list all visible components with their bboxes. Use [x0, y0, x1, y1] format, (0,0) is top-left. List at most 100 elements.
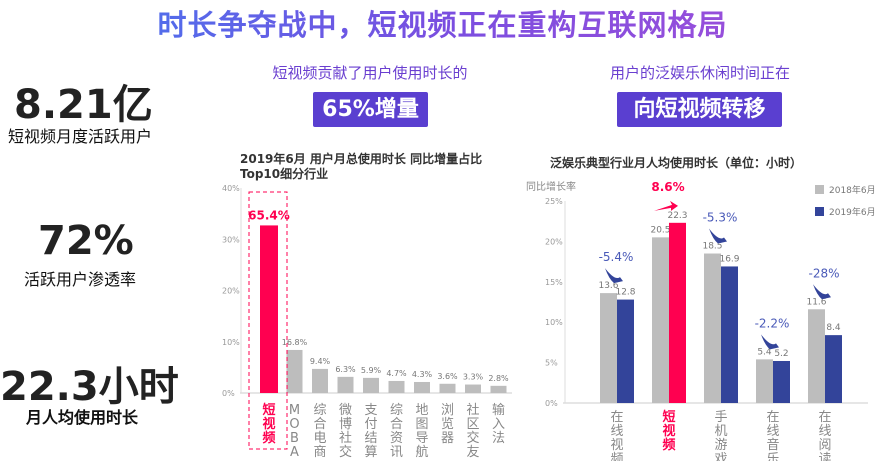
left-header-text: 短视频贡献了用户使用时长的: [272, 64, 468, 82]
chart2-category-label: 在: [766, 410, 779, 425]
chart1-category-label: 资: [390, 431, 403, 446]
chart1-category-label: 讯: [390, 445, 403, 460]
chart2-category-label: 频: [662, 437, 675, 453]
chart2-bar-2019: [773, 360, 790, 403]
chart1-category-label: 综: [313, 403, 326, 418]
chart2-data-label: 18.5: [702, 242, 722, 252]
arrow-down-icon: [813, 284, 831, 300]
chart1-ytick: 40%: [222, 184, 240, 193]
chart1-bar: [490, 385, 507, 393]
chart2-bar-2019: [721, 266, 738, 403]
chart1-category-label: 导: [415, 431, 428, 446]
chart2-category-label: 线: [610, 424, 623, 439]
chart2-category-label: 视: [610, 438, 623, 453]
arrow-down-icon: [761, 334, 779, 350]
chart2-data-label: 16.9: [719, 254, 739, 264]
arrow-down-icon: [709, 228, 727, 244]
chart1-category-label: 商: [313, 445, 326, 460]
stat-mau-value: 8.21亿: [14, 82, 153, 128]
chart2-category-label: 手: [714, 410, 727, 425]
chart2-category-label: 线: [766, 424, 779, 439]
chart1-category-label: 算: [364, 445, 377, 460]
chart1-data-label: 65.4%: [248, 208, 290, 222]
chart1-bar: [312, 368, 328, 393]
chart2-data-label: 22.3: [667, 211, 687, 221]
chart2-growth-label: -5.4%: [599, 250, 634, 264]
chart1-data-label: 16.8%: [282, 338, 308, 347]
chart1-data-label: 9.4%: [310, 357, 331, 366]
chart1-category-label: 合: [313, 417, 326, 432]
legend-swatch: [815, 207, 824, 216]
chart2-data-label: 5.4: [757, 347, 772, 357]
chart2-category-label: 短: [662, 409, 675, 425]
chart2-data-label: 13.6: [598, 281, 618, 291]
chart2-growth-label: -2.2%: [755, 316, 790, 330]
chart2-category-label: 读: [818, 452, 831, 461]
chart1-ytick: 0%: [222, 389, 235, 398]
chart1-bar: [260, 225, 278, 393]
arrow-up-icon: [654, 200, 678, 211]
chart1-ytick: 30%: [222, 235, 240, 244]
arrow-down-icon: [605, 268, 623, 284]
right-header-text: 用户的泛娱乐休闲时间正在: [609, 64, 790, 82]
chart1-category-label: 法: [492, 431, 505, 446]
chart1-category-label: 器: [441, 431, 454, 446]
chart1-bar: [439, 383, 456, 393]
chart1-category-label: 输: [492, 402, 505, 418]
stat-penetration-value: 72%: [38, 218, 134, 264]
chart1-category-label: 付: [364, 417, 377, 432]
chart2-ytick: 20%: [545, 237, 563, 246]
chart1-data-label: 3.6%: [437, 372, 458, 381]
chart2-data-label: 5.2: [774, 349, 788, 359]
chart2-bar-2018: [600, 293, 617, 403]
chart1-category-label: 浏: [441, 402, 454, 418]
chart1-ytick: 20%: [222, 287, 240, 296]
chart2-ytick: 10%: [545, 318, 563, 327]
chart2-bar-2018: [652, 237, 669, 403]
chart2-growth-label: -5.3%: [703, 211, 738, 225]
chart1-category-label: 社: [466, 402, 479, 418]
chart1-bar: [363, 377, 379, 393]
chart1-bar: [286, 349, 303, 393]
chart1-data-label: 6.3%: [335, 365, 356, 374]
stat-duration-label: 月人均使用时长: [26, 408, 139, 427]
legend-label: 2018年6月: [829, 184, 876, 196]
chart1-bar: [388, 380, 405, 393]
chart2-bar-2019: [825, 335, 842, 403]
chart1-category-label: A: [290, 445, 299, 460]
chart2-data-label: 20.5: [650, 225, 670, 235]
chart2-ytick: 15%: [545, 278, 563, 287]
chart1-bar: [465, 384, 481, 393]
stat-mau-label: 短视频月度活跃用户: [8, 127, 153, 146]
chart1-category-label: 综: [390, 403, 403, 418]
chart2-bar-2018: [756, 359, 773, 403]
chart2-category-label: 频: [610, 452, 623, 461]
chart1-bar: [414, 381, 430, 393]
right-header-highlight: 向短视频转移: [617, 92, 782, 127]
chart1-category-label: 地: [415, 403, 428, 418]
chart2-category-label: 阅: [818, 438, 831, 453]
chart2-data-label: 12.8: [615, 288, 635, 298]
stat-penetration-label: 活跃用户渗透率: [24, 270, 137, 289]
chart2-growth-label: 8.6%: [651, 180, 684, 194]
chart1-category-label: 短: [262, 402, 275, 418]
chart1-category-label: 览: [441, 416, 454, 432]
chart1-category-label: 视: [262, 416, 275, 432]
stat-duration-value: 22.3小时: [0, 364, 179, 410]
chart2-bar-2018: [704, 253, 721, 403]
left-header-highlight: 65%增量: [313, 92, 428, 127]
chart1-ytick: 10%: [222, 338, 240, 347]
chart1-category-label: 交: [466, 430, 479, 446]
chart1-category-label: 结: [364, 431, 377, 446]
chart1-category-label: 博: [339, 417, 352, 432]
chart1-data-label: 5.9%: [361, 366, 382, 375]
chart2-bar-2018: [808, 309, 825, 403]
chart1-data-label: 4.3%: [412, 370, 433, 379]
chart1-category-label: 合: [390, 417, 403, 432]
legend-swatch: [815, 185, 824, 194]
chart1-category-label: 微: [339, 403, 352, 418]
chart1-data-label: 3.3%: [463, 373, 484, 382]
legend-label: 2019年6月: [829, 206, 876, 218]
chart1-category-label: 频: [262, 430, 275, 446]
chart1-category-label: O: [289, 417, 299, 432]
